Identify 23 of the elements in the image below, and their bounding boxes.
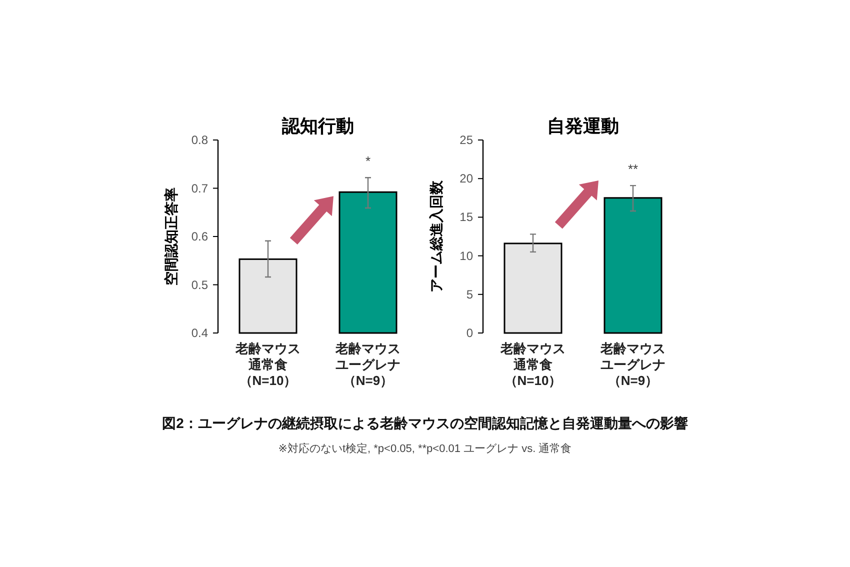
- y-tick-label: 20: [460, 172, 474, 186]
- y-tick-label: 0.7: [191, 181, 208, 196]
- annotation: *: [365, 154, 371, 169]
- caption: 図2：ユーグレナの継続摂取による老齢マウスの空間認知記憶と自発運動量への影響: [162, 415, 688, 431]
- y-tick-label: 15: [460, 210, 474, 224]
- annotation: **: [628, 162, 638, 177]
- y-axis-title: 空間認知正答率: [163, 188, 179, 286]
- x-tick-label: 老齢マウス通常食（N=10）: [500, 341, 566, 388]
- y-axis-title: アーム総進入回数: [428, 180, 444, 292]
- y-tick-label: 0: [466, 326, 474, 340]
- x-tick-label: 老齢マウスユーグレナ（N=9）: [600, 341, 666, 388]
- text: ※対応のないt検定, *p<0.05, **p<0.01 ユーグレナ vs. 通常食: [278, 442, 572, 455]
- y-tick-label: 0.4: [191, 326, 208, 340]
- y-tick-label: 0.5: [191, 278, 208, 292]
- y-tick-label: 25: [460, 133, 474, 147]
- chart-title: 認知行動: [281, 116, 354, 136]
- y-tick-label: 5: [466, 287, 474, 302]
- x-tick-label: 老齢マウスユーグレナ（N=9）: [334, 341, 400, 388]
- chart-title: 自発運動: [547, 116, 619, 136]
- y-tick-label: 0.6: [191, 230, 208, 244]
- y-tick-label: 10: [460, 248, 474, 263]
- y-tick-label: 0.8: [191, 133, 208, 147]
- x-tick-label: 老齢マウス通常食（N=10）: [234, 341, 300, 388]
